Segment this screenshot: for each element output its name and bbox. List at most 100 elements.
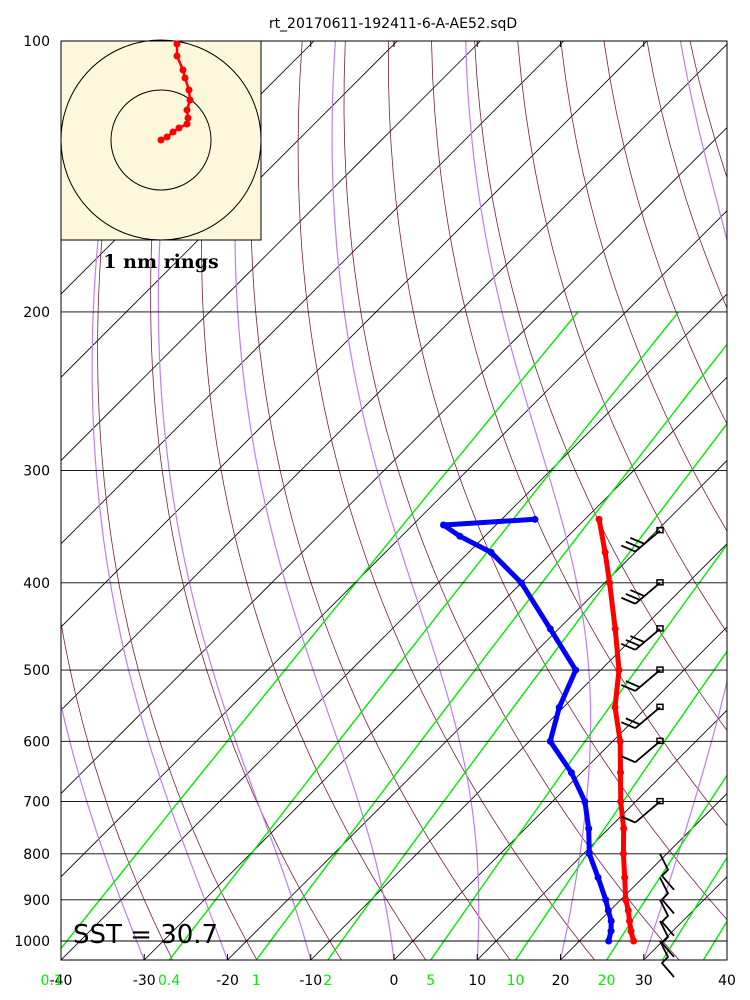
hodograph-point: [179, 66, 187, 74]
moist-adiabat-line: [61, 128, 145, 960]
isotherm-line: [61, 41, 565, 545]
mixing-ratio-label: 5: [426, 973, 435, 989]
pressure-tick-label: 700: [23, 795, 50, 811]
temperature-tick-label: -10: [299, 973, 322, 989]
temperature-profile-point: [617, 769, 625, 777]
dry-adiabat-line: [387, 41, 727, 921]
isotherm-line: [560, 792, 727, 960]
wind-barb: [620, 526, 664, 553]
wind-barb: [620, 797, 664, 824]
mixing-ratio-label: 2: [323, 973, 332, 989]
dewpoint-profile-point: [607, 917, 615, 925]
dewpoint-profile-point: [567, 769, 575, 777]
isotherm-line: [61, 210, 727, 878]
wind-barb: [620, 666, 664, 692]
wind-barb: [659, 899, 675, 937]
moist-adiabat-line: [234, 41, 395, 960]
dewpoint-profile-point: [585, 825, 593, 833]
temperature-tick-label: 0: [390, 973, 399, 989]
dry-adiabat-line: [250, 41, 511, 960]
temperature-profile-point: [626, 917, 634, 925]
isotherm-line: [310, 543, 727, 960]
mixing-ratio-line: [661, 856, 727, 960]
hodograph-inset: [60, 39, 262, 241]
dewpoint-profile-point: [604, 907, 612, 915]
dry-adiabat-line: [474, 41, 727, 732]
hodograph-point: [173, 52, 181, 60]
mixing-ratio-label: 0.1: [41, 973, 63, 989]
dry-adiabat-line: [431, 41, 727, 827]
hodograph-point: [175, 124, 183, 132]
isotherm-line: [61, 41, 481, 462]
pressure-tick-label: 300: [23, 463, 50, 479]
dry-adiabat-line: [97, 41, 258, 960]
isotherm-line: [61, 293, 727, 960]
wind-barb: [620, 625, 664, 651]
wind-barb: [620, 579, 664, 605]
temperature-profile-point: [627, 927, 635, 935]
wind-barb: [659, 853, 675, 891]
wind-barb: [659, 877, 675, 915]
hodograph-point: [169, 128, 177, 136]
temperature-tick-label: 30: [635, 973, 653, 989]
temperature-profile-point: [595, 515, 603, 523]
temperature-tick-label: -20: [216, 973, 239, 989]
isotherm-line: [143, 376, 727, 960]
sst-label: SST = 30.7: [73, 920, 218, 950]
hodograph-point: [185, 86, 193, 94]
mixing-ratio-line: [736, 312, 750, 960]
dewpoint-profile-point: [546, 737, 554, 745]
temperature-profile-point: [621, 873, 629, 881]
mixing-ratio-label: 1: [252, 973, 261, 989]
moist-adiabat-line: [157, 41, 312, 960]
temperature-profile-point: [624, 907, 632, 915]
dry-adiabat-line: [603, 41, 727, 425]
temperature-profile-point: [630, 937, 638, 945]
temperature-profile-point: [620, 825, 628, 833]
temperature-profile-point: [617, 798, 625, 806]
isotherm-line: [61, 41, 648, 628]
mixing-ratio-line: [327, 422, 727, 960]
pressure-tick-label: 100: [23, 34, 50, 50]
wind-barb: [620, 737, 664, 764]
temperature-tick-label: 20: [552, 973, 570, 989]
mixing-ratio-line: [514, 650, 727, 960]
dewpoint-profile-point: [555, 703, 563, 711]
pressure-tick-label: 500: [23, 663, 50, 679]
moist-adiabat-line: [91, 78, 228, 960]
temperature-profile-point: [601, 548, 609, 556]
hodograph-point: [183, 106, 191, 114]
hodograph-point: [183, 120, 191, 128]
temperature-tick-label: 40: [718, 973, 736, 989]
pressure-tick-label: 200: [23, 305, 50, 321]
dewpoint-profile-point: [605, 937, 613, 945]
hodograph-caption: 1 nm rings: [103, 251, 218, 273]
dry-adiabat-line: [201, 41, 427, 960]
dry-adiabat-line: [733, 41, 750, 960]
dewpoint-profile-point: [581, 798, 589, 806]
isotherm-line: [393, 626, 727, 960]
dewpoint-profile-point: [594, 873, 602, 881]
dewpoint-profile-point: [456, 532, 464, 540]
hodograph-point: [157, 136, 165, 144]
temperature-profile-point: [619, 850, 627, 858]
hodograph-point: [186, 96, 194, 104]
chart-title: rt_20170611-192411-6-A-AE52.sqD: [269, 16, 517, 32]
dewpoint-profile-point: [440, 521, 448, 529]
temperature-profile-point: [611, 625, 619, 633]
temperature-profile-point: [616, 737, 624, 745]
moist-adiabat-line: [465, 41, 592, 960]
dry-adiabat-line: [343, 41, 680, 960]
mixing-ratio-label: 10: [507, 973, 525, 989]
dewpoint-profile-point: [585, 850, 593, 858]
dewpoint-profile-point: [546, 625, 554, 633]
dry-adiabat-line: [517, 41, 727, 634]
moist-adiabat-line: [331, 41, 480, 960]
temperature-tick-label: -30: [133, 973, 156, 989]
pressure-tick-label: 800: [23, 847, 50, 863]
isotherm-line: [726, 959, 727, 960]
mixing-ratio-line: [61, 311, 579, 950]
temperature-profile-point: [622, 896, 630, 904]
hodograph-point: [181, 74, 189, 82]
